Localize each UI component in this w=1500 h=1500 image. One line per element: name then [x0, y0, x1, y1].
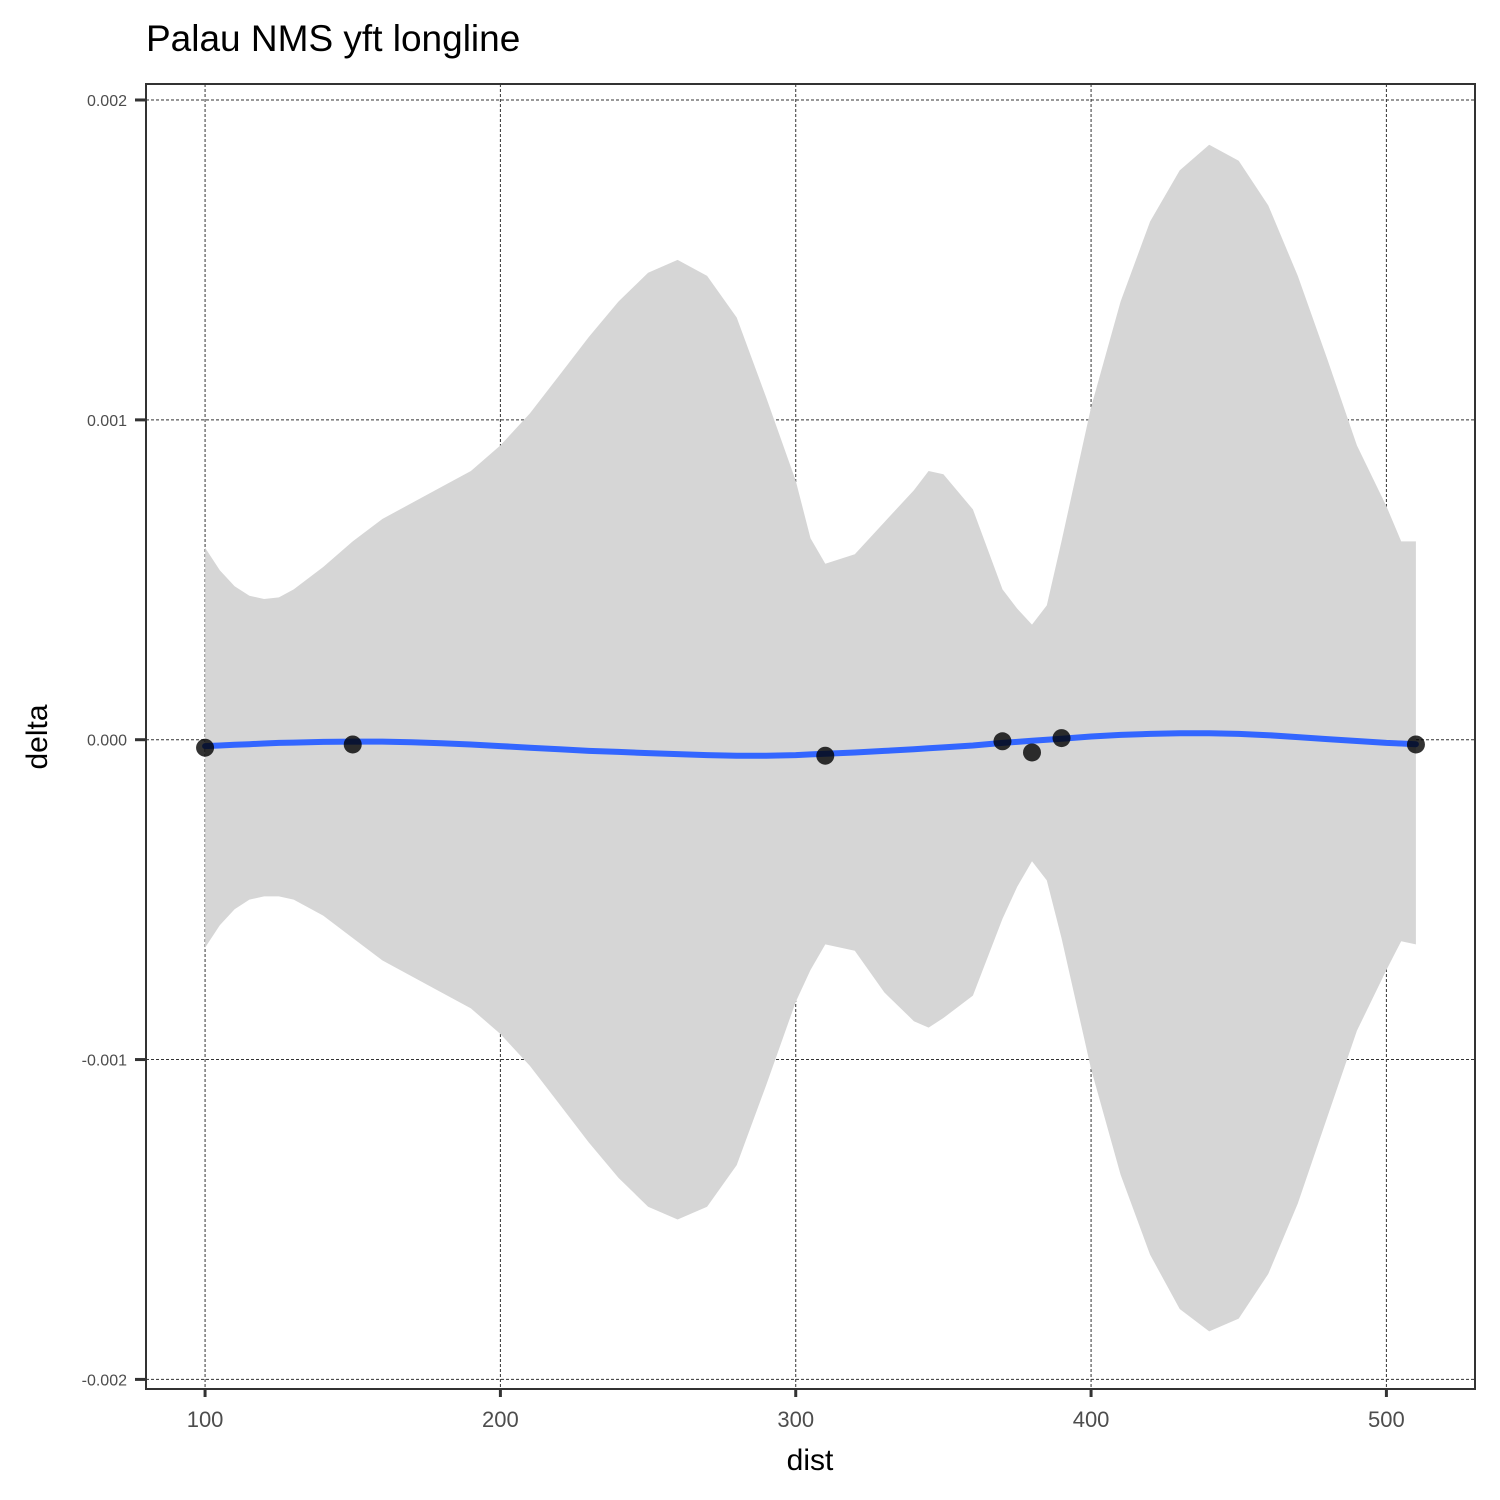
confidence-ribbon-layer — [205, 144, 1416, 1332]
x-tick-label: 200 — [482, 1407, 519, 1432]
confidence-ribbon — [205, 144, 1416, 1332]
x-tick-label: 300 — [777, 1407, 814, 1432]
data-point — [1406, 735, 1425, 754]
y-axis: -0.002 -0.001 0.000 0.001 0.002 — [82, 93, 146, 1389]
data-point — [816, 746, 835, 765]
data-point — [196, 738, 215, 757]
y-axis-title: delta — [21, 704, 54, 769]
y-tick-label: -0.002 — [82, 1372, 127, 1389]
x-axis-title: dist — [787, 1444, 834, 1477]
y-tick-label: -0.001 — [82, 1053, 127, 1070]
data-point — [343, 735, 362, 754]
data-point — [1052, 729, 1071, 748]
chart-title: Palau NMS yft longline — [146, 18, 520, 59]
y-tick-label: 0.000 — [87, 733, 127, 750]
y-tick-label: 0.001 — [87, 413, 127, 430]
x-tick-label: 500 — [1368, 1407, 1405, 1432]
data-point — [1023, 743, 1041, 762]
x-tick-label: 400 — [1073, 1407, 1110, 1432]
plot-panel-border — [145, 83, 1476, 1390]
data-point — [993, 732, 1012, 751]
y-tick-label: 0.002 — [87, 93, 127, 110]
points-layer — [196, 729, 1425, 765]
x-tick-label: 100 — [187, 1407, 224, 1432]
x-axis: 100 200 300 400 500 — [187, 1389, 1405, 1432]
